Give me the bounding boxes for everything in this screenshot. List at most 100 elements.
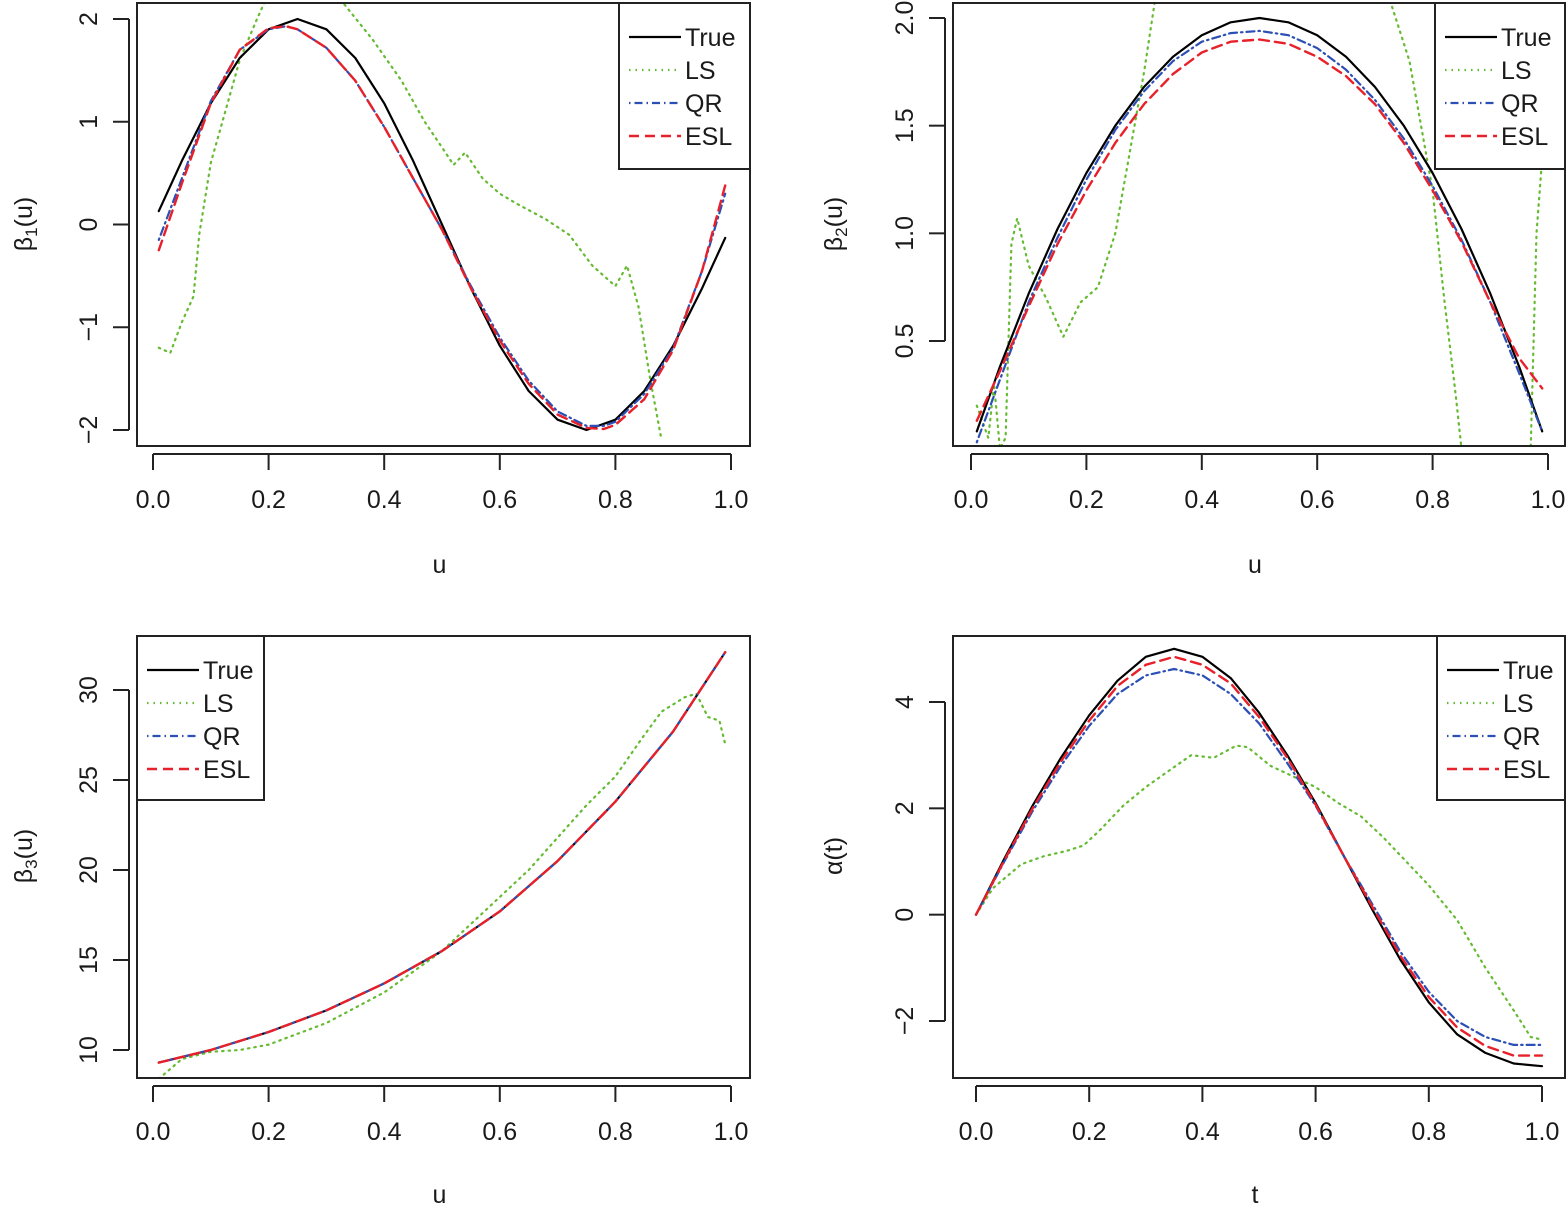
- x-tick-label: 0.2: [1072, 1118, 1107, 1146]
- x-axis-title: u: [433, 1181, 447, 1209]
- x-tick-label: 0.2: [1069, 486, 1104, 514]
- y-axis-title: α(t): [820, 837, 848, 875]
- x-tick-label: 1.0: [714, 486, 749, 514]
- legend-label-ls: LS: [685, 57, 716, 85]
- x-tick-label: 0.2: [251, 486, 286, 514]
- x-tick-label: 0.0: [954, 486, 989, 514]
- x-tick-label: 1.0: [1531, 486, 1566, 514]
- series-group: [974, 647, 1544, 1068]
- legend-label-true: True: [1501, 24, 1551, 52]
- y-tick-label: 2: [891, 801, 919, 815]
- legend-box: [136, 635, 265, 801]
- series-line-true: [157, 17, 727, 432]
- y-tick-label: −2: [891, 1007, 919, 1036]
- y-tick-label: 0: [75, 218, 103, 232]
- legend: True LS QR ESL: [136, 635, 265, 801]
- x-axis-title: t: [1252, 1181, 1259, 1209]
- x-tick-label: 0.8: [1411, 1118, 1446, 1146]
- y-tick-label: 20: [75, 856, 103, 884]
- series-line-qr: [974, 667, 1544, 1047]
- series-line-esl: [975, 38, 1544, 422]
- legend-box: [618, 2, 751, 170]
- series-line-true: [974, 647, 1544, 1068]
- legend: True LS QR ESL: [618, 2, 751, 170]
- legend-label-ls: LS: [1501, 57, 1532, 85]
- x-tick-label: 0.4: [1185, 1118, 1220, 1146]
- series-group: [157, 651, 727, 1078]
- x-tick-label: 0.0: [136, 1118, 171, 1146]
- series-line-esl: [157, 25, 727, 431]
- x-tick-label: 1.0: [714, 1118, 749, 1146]
- y-tick-label: 15: [75, 946, 103, 974]
- legend-label-ls: LS: [203, 690, 234, 718]
- series-line-true: [975, 16, 1544, 433]
- legend-label-true: True: [685, 24, 735, 52]
- plot-frame: [136, 2, 751, 447]
- panel-beta2: 0.0 0.2 0.4 0.6 0.8 1.0 0.5 1.0 1.5 2.0 u β2(u) True…: [820, 1, 1566, 579]
- y-tick-label: 1.5: [891, 108, 919, 143]
- y-tick-label: 4: [891, 695, 919, 709]
- y-tick-label: −1: [75, 313, 103, 342]
- x-tick-label: 0.4: [367, 1118, 402, 1146]
- legend-label-qr: QR: [685, 90, 723, 118]
- series-line-qr: [157, 25, 727, 427]
- legend-box: [1436, 635, 1566, 801]
- legend-label-esl: ESL: [1503, 756, 1550, 784]
- series-line-ls: [975, 3, 1544, 446]
- x-tick-label: 0.4: [367, 486, 402, 514]
- y-tick-label: 25: [75, 766, 103, 794]
- y-tick-label: 0.5: [891, 324, 919, 359]
- x-tick-label: 0.6: [482, 1118, 517, 1146]
- series-line-esl: [974, 655, 1544, 1057]
- x-axis-title: u: [433, 551, 447, 579]
- x-tick-label: 0.8: [598, 1118, 633, 1146]
- x-tick-label: 0.0: [959, 1118, 994, 1146]
- x-tick-label: 1.0: [1525, 1118, 1560, 1146]
- legend: True LS QR ESL: [1434, 2, 1566, 170]
- y-tick-label: 30: [75, 676, 103, 704]
- x-tick-label: 0.6: [482, 486, 517, 514]
- x-tick-label: 0.6: [1300, 486, 1335, 514]
- legend: True LS QR ESL: [1436, 635, 1566, 801]
- x-axis-title: u: [1248, 551, 1262, 579]
- legend-label-esl: ESL: [685, 123, 732, 151]
- plot-frame: [952, 635, 1566, 1079]
- panel-alpha: 0.0 0.2 0.4 0.6 0.8 1.0 −2 0 2 4 t α(t) True LS QR ESL: [820, 635, 1566, 1209]
- legend-label-ls: LS: [1503, 690, 1534, 718]
- y-axis-title: β3(u): [10, 829, 41, 883]
- legend-label-true: True: [1503, 657, 1553, 685]
- legend-label-esl: ESL: [1501, 123, 1548, 151]
- series-line-qr: [975, 29, 1544, 444]
- y-tick-label: 10: [75, 1036, 103, 1064]
- plot-frame: [136, 635, 751, 1079]
- y-tick-label: 1: [75, 115, 103, 129]
- y-tick-label: 0: [891, 908, 919, 922]
- panel-beta1: 0.0 0.2 0.4 0.6 0.8 1.0 −2 −1 0 1 2 u β1(u) True LS QR E…: [10, 2, 751, 579]
- series-line-esl: [157, 651, 727, 1064]
- series-line-ls: [158, 692, 727, 1078]
- legend-label-qr: QR: [1501, 90, 1539, 118]
- panel-beta3: 0.0 0.2 0.4 0.6 0.8 1.0 10 15 20 25 30 u β3(u) True LS…: [10, 635, 751, 1209]
- x-tick-label: 0.8: [1415, 486, 1450, 514]
- x-tick-label: 0.6: [1298, 1118, 1333, 1146]
- x-tick-label: 0.8: [598, 486, 633, 514]
- legend-label-true: True: [203, 657, 253, 685]
- y-axis-title: β2(u): [820, 197, 851, 251]
- series-group: [975, 3, 1544, 446]
- series-line-ls: [157, 3, 663, 442]
- y-tick-label: 2: [75, 12, 103, 26]
- y-tick-label: −2: [75, 416, 103, 445]
- legend-label-esl: ESL: [203, 756, 250, 784]
- y-tick-label: 2.0: [891, 1, 919, 36]
- legend-box: [1434, 2, 1566, 170]
- plot-frame: [952, 2, 1566, 447]
- legend-label-qr: QR: [1503, 723, 1541, 751]
- y-tick-label: 1.0: [891, 216, 919, 251]
- x-tick-label: 0.0: [136, 486, 171, 514]
- series-group: [157, 3, 727, 442]
- x-tick-label: 0.2: [251, 1118, 286, 1146]
- legend-label-qr: QR: [203, 723, 241, 751]
- x-tick-label: 0.4: [1184, 486, 1219, 514]
- y-axis-title: β1(u): [10, 197, 41, 251]
